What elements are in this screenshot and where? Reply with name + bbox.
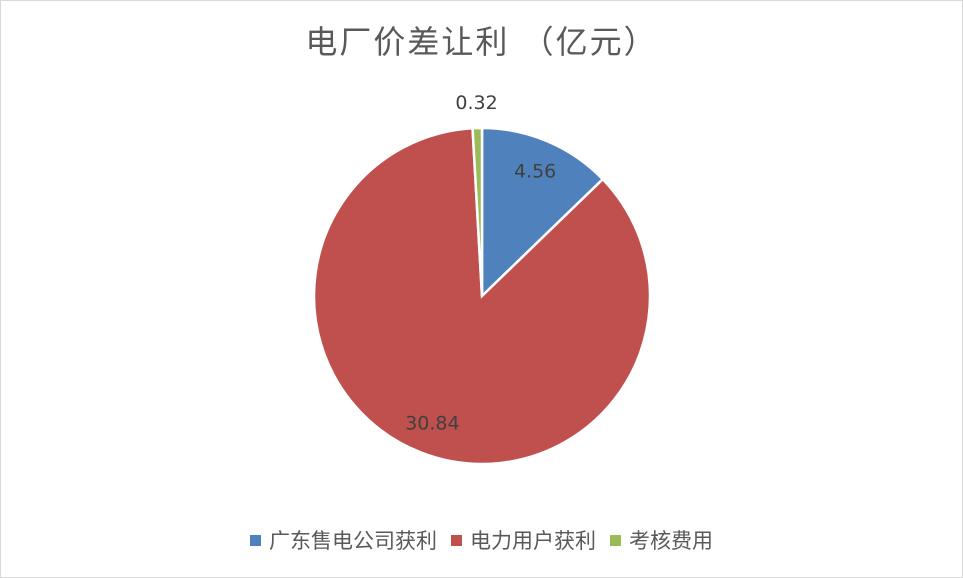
data-label: 4.56 <box>514 161 556 183</box>
legend-label: 广东售电公司获利 <box>269 529 437 553</box>
legend-swatch <box>250 534 261 546</box>
legend-swatch <box>451 534 462 546</box>
legend-item: 电力用户获利 <box>451 525 596 555</box>
pie-slice <box>480 126 605 299</box>
data-label: 0.32 <box>455 92 497 114</box>
chart-title: 电厂价差让利 （亿元） <box>305 23 658 61</box>
legend-label: 电力用户获利 <box>470 529 596 553</box>
legend-swatch <box>610 534 621 546</box>
legend: 广东售电公司获利 电力用户获利 考核费用 <box>1 525 962 555</box>
legend-label: 考核费用 <box>629 529 713 553</box>
pie-slice <box>471 126 484 297</box>
legend-item: 考核费用 <box>610 525 713 555</box>
pie-slice <box>312 126 652 466</box>
legend-item: 广东售电公司获利 <box>250 525 437 555</box>
data-label: 30.84 <box>405 413 459 435</box>
